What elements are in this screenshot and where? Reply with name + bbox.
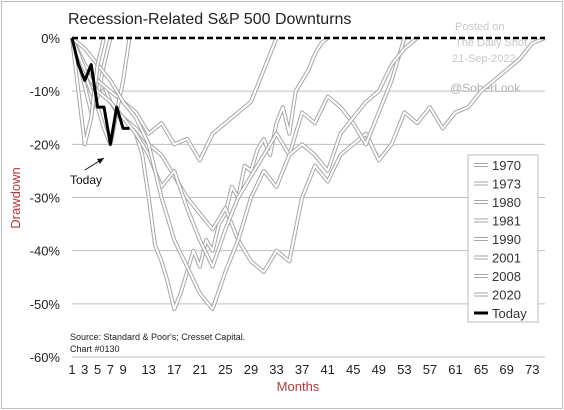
legend-label: 1981: [492, 214, 521, 229]
watermark-posted-on: Posted on: [455, 21, 505, 33]
series-line-today: [70, 37, 130, 146]
x-tick-label: 61: [448, 362, 462, 377]
x-tick-label: 53: [397, 362, 411, 377]
y-tick-label: -50%: [30, 297, 61, 312]
x-tick-label: 7: [107, 362, 114, 377]
chart-title: Recession-Related S&P 500 Downturns: [68, 11, 351, 28]
today-annotation: Today: [70, 173, 102, 187]
y-tick-label: -20%: [30, 137, 61, 152]
legend-label: 2020: [492, 288, 521, 303]
series-line-2001: [71, 37, 406, 268]
x-tick-label: 29: [244, 362, 258, 377]
y-tick-label: -60%: [30, 350, 61, 365]
x-tick-label: 73: [525, 362, 539, 377]
x-tick-label: 33: [269, 362, 283, 377]
legend-label: 2008: [492, 269, 521, 284]
y-tick-label: 0%: [41, 31, 60, 46]
y-axis-title: Drawdown: [8, 167, 23, 228]
series-line-outline: [70, 37, 279, 163]
legend-label: 1973: [492, 177, 521, 192]
x-tick-label: 3: [81, 362, 88, 377]
series-line-2008: [71, 37, 418, 311]
y-tick-label: -40%: [30, 244, 61, 259]
legend: 1970 1973 1980 1981 1990 2001 2008 2020 Today: [467, 154, 539, 323]
legend-label: 1970: [492, 158, 521, 173]
x-tick-label: 1: [68, 362, 75, 377]
series-lines: [70, 36, 546, 312]
chart-id: Chart #0130: [70, 344, 120, 354]
x-tick-label: 25: [218, 362, 232, 377]
series-line-1981: [71, 37, 278, 162]
x-tick-label: 49: [372, 362, 386, 377]
x-tick-label: 9: [120, 362, 127, 377]
x-tick-label: 65: [474, 362, 488, 377]
x-tick-label: 17: [167, 362, 181, 377]
y-tick-label: -30%: [30, 191, 61, 206]
x-tick-label: 13: [141, 362, 155, 377]
legend-label: 2001: [492, 251, 521, 266]
x-tick-label: 69: [499, 362, 513, 377]
x-tick-label: 45: [346, 362, 360, 377]
y-tick-labels: 0% -10% -20% -30% -40% -50% -60%: [30, 31, 61, 365]
today-arrowhead: [97, 158, 104, 164]
watermark-publication: The Daily Shot: [455, 37, 527, 49]
series-line-outline: [70, 37, 407, 269]
x-tick-label: 37: [295, 362, 309, 377]
source-note: Source: Standard & Poor's; Cresset Capit…: [70, 332, 245, 342]
x-axis-title: Months: [277, 379, 320, 394]
x-tick-labels: 1 3 5 7 9 13 17 21 25 29 33 37 41 45 49 53 57 61 65 69 73: [68, 362, 539, 377]
y-tick-label: -10%: [30, 84, 61, 99]
series-line-2020: [71, 37, 105, 146]
x-tick-label: 57: [423, 362, 437, 377]
x-tick-label: 41: [320, 362, 334, 377]
legend-label: 1980: [492, 195, 521, 210]
legend-label: Today: [492, 306, 527, 321]
x-tick-label: 21: [193, 362, 207, 377]
legend-label: 1990: [492, 232, 521, 247]
x-tick-label: 5: [94, 362, 101, 377]
watermark-date: 21-Sep-2022: [452, 53, 516, 65]
